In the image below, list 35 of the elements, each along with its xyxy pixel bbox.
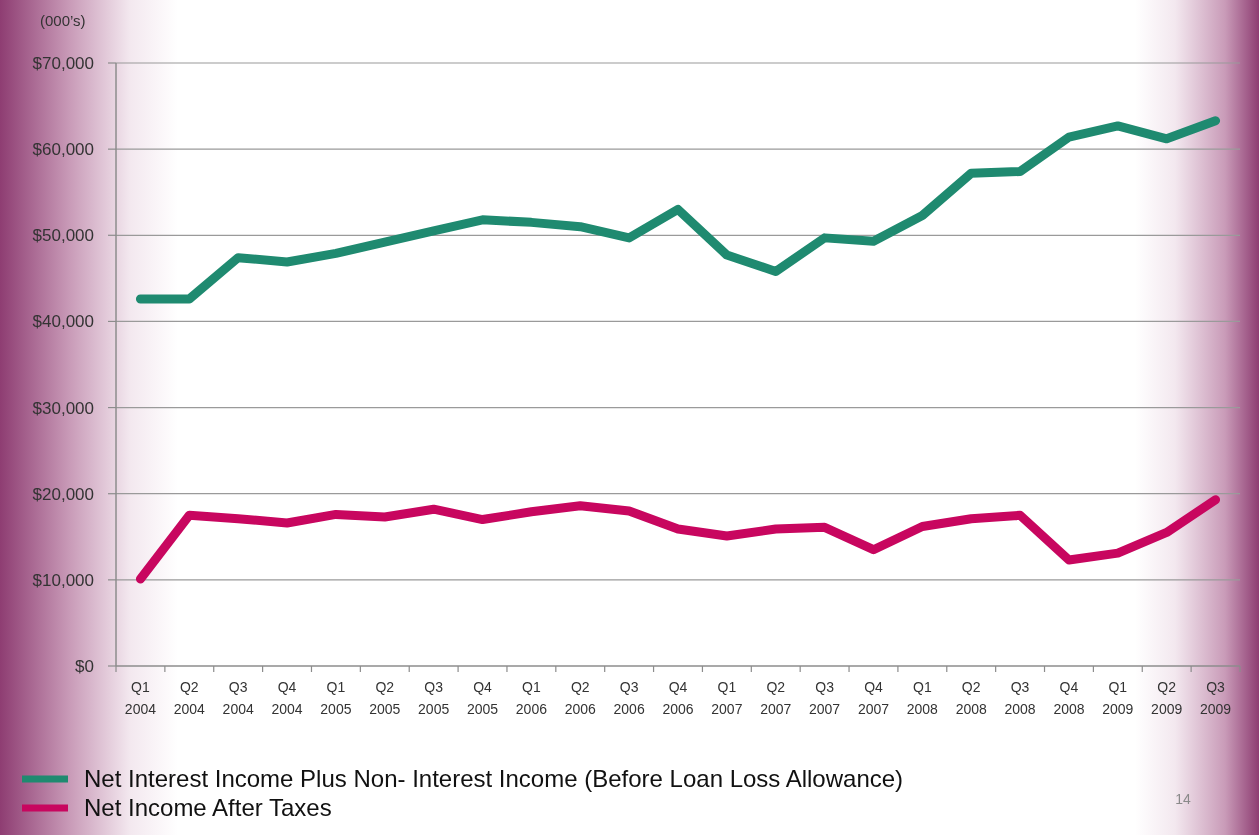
x-tick-label: Q3 2006 [613, 679, 645, 717]
x-tick-label: Q1 2005 [320, 679, 352, 717]
x-tick-label: Q1 2008 [906, 679, 939, 717]
x-tick-label: Q2 2006 [564, 679, 597, 717]
x-tick-label: Q4 2006 [662, 679, 694, 717]
y-tick-label: $70,000 [32, 53, 94, 73]
y-tick-label: $20,000 [32, 484, 94, 504]
x-tick-label: Q1 2009 [1102, 679, 1134, 717]
x-tick-label: Q4 2005 [466, 679, 499, 717]
x-tick-label: Q3 2004 [222, 679, 254, 717]
y-tick-label: $50,000 [32, 226, 94, 246]
legend-label: Net Income After Taxes [84, 794, 332, 822]
x-tick-label: Q4 2008 [1053, 679, 1085, 717]
x-tick-label: Q2 2005 [369, 679, 401, 717]
text: 14 [1175, 791, 1191, 807]
y-tick-label: $10,000 [32, 570, 94, 590]
y-tick-label: $0 [75, 656, 94, 676]
x-tick-label: Q3 2005 [418, 679, 450, 717]
legend-label: Net Interest Income Plus Non- Interest Income (Before Loan Loss Allowance) [84, 765, 904, 793]
y-axis-title: (000’s) [40, 12, 86, 29]
x-tick-label: Q3 2007 [809, 679, 841, 717]
x-tick-label: Q3 2009 [1199, 679, 1232, 717]
x-tick-label: Q2 2009 [1151, 679, 1183, 717]
x-tick-label: Q1 2006 [515, 679, 548, 717]
x-tick-label: Q2 2008 [955, 679, 987, 717]
x-tick-label: Q4 2004 [271, 679, 303, 717]
x-tick-label: Q1 2007 [711, 679, 743, 717]
x-tick-label: Q2 2004 [173, 679, 206, 717]
x-tick-label: Q2 2007 [760, 679, 792, 717]
y-tick-label: $30,000 [32, 398, 94, 418]
x-tick-label: Q4 2007 [857, 679, 890, 717]
x-tick-label: Q1 2004 [124, 679, 157, 717]
y-tick-label: $60,000 [32, 140, 94, 160]
x-tick-label: Q3 2008 [1004, 679, 1036, 717]
y-tick-label: $40,000 [32, 312, 94, 332]
